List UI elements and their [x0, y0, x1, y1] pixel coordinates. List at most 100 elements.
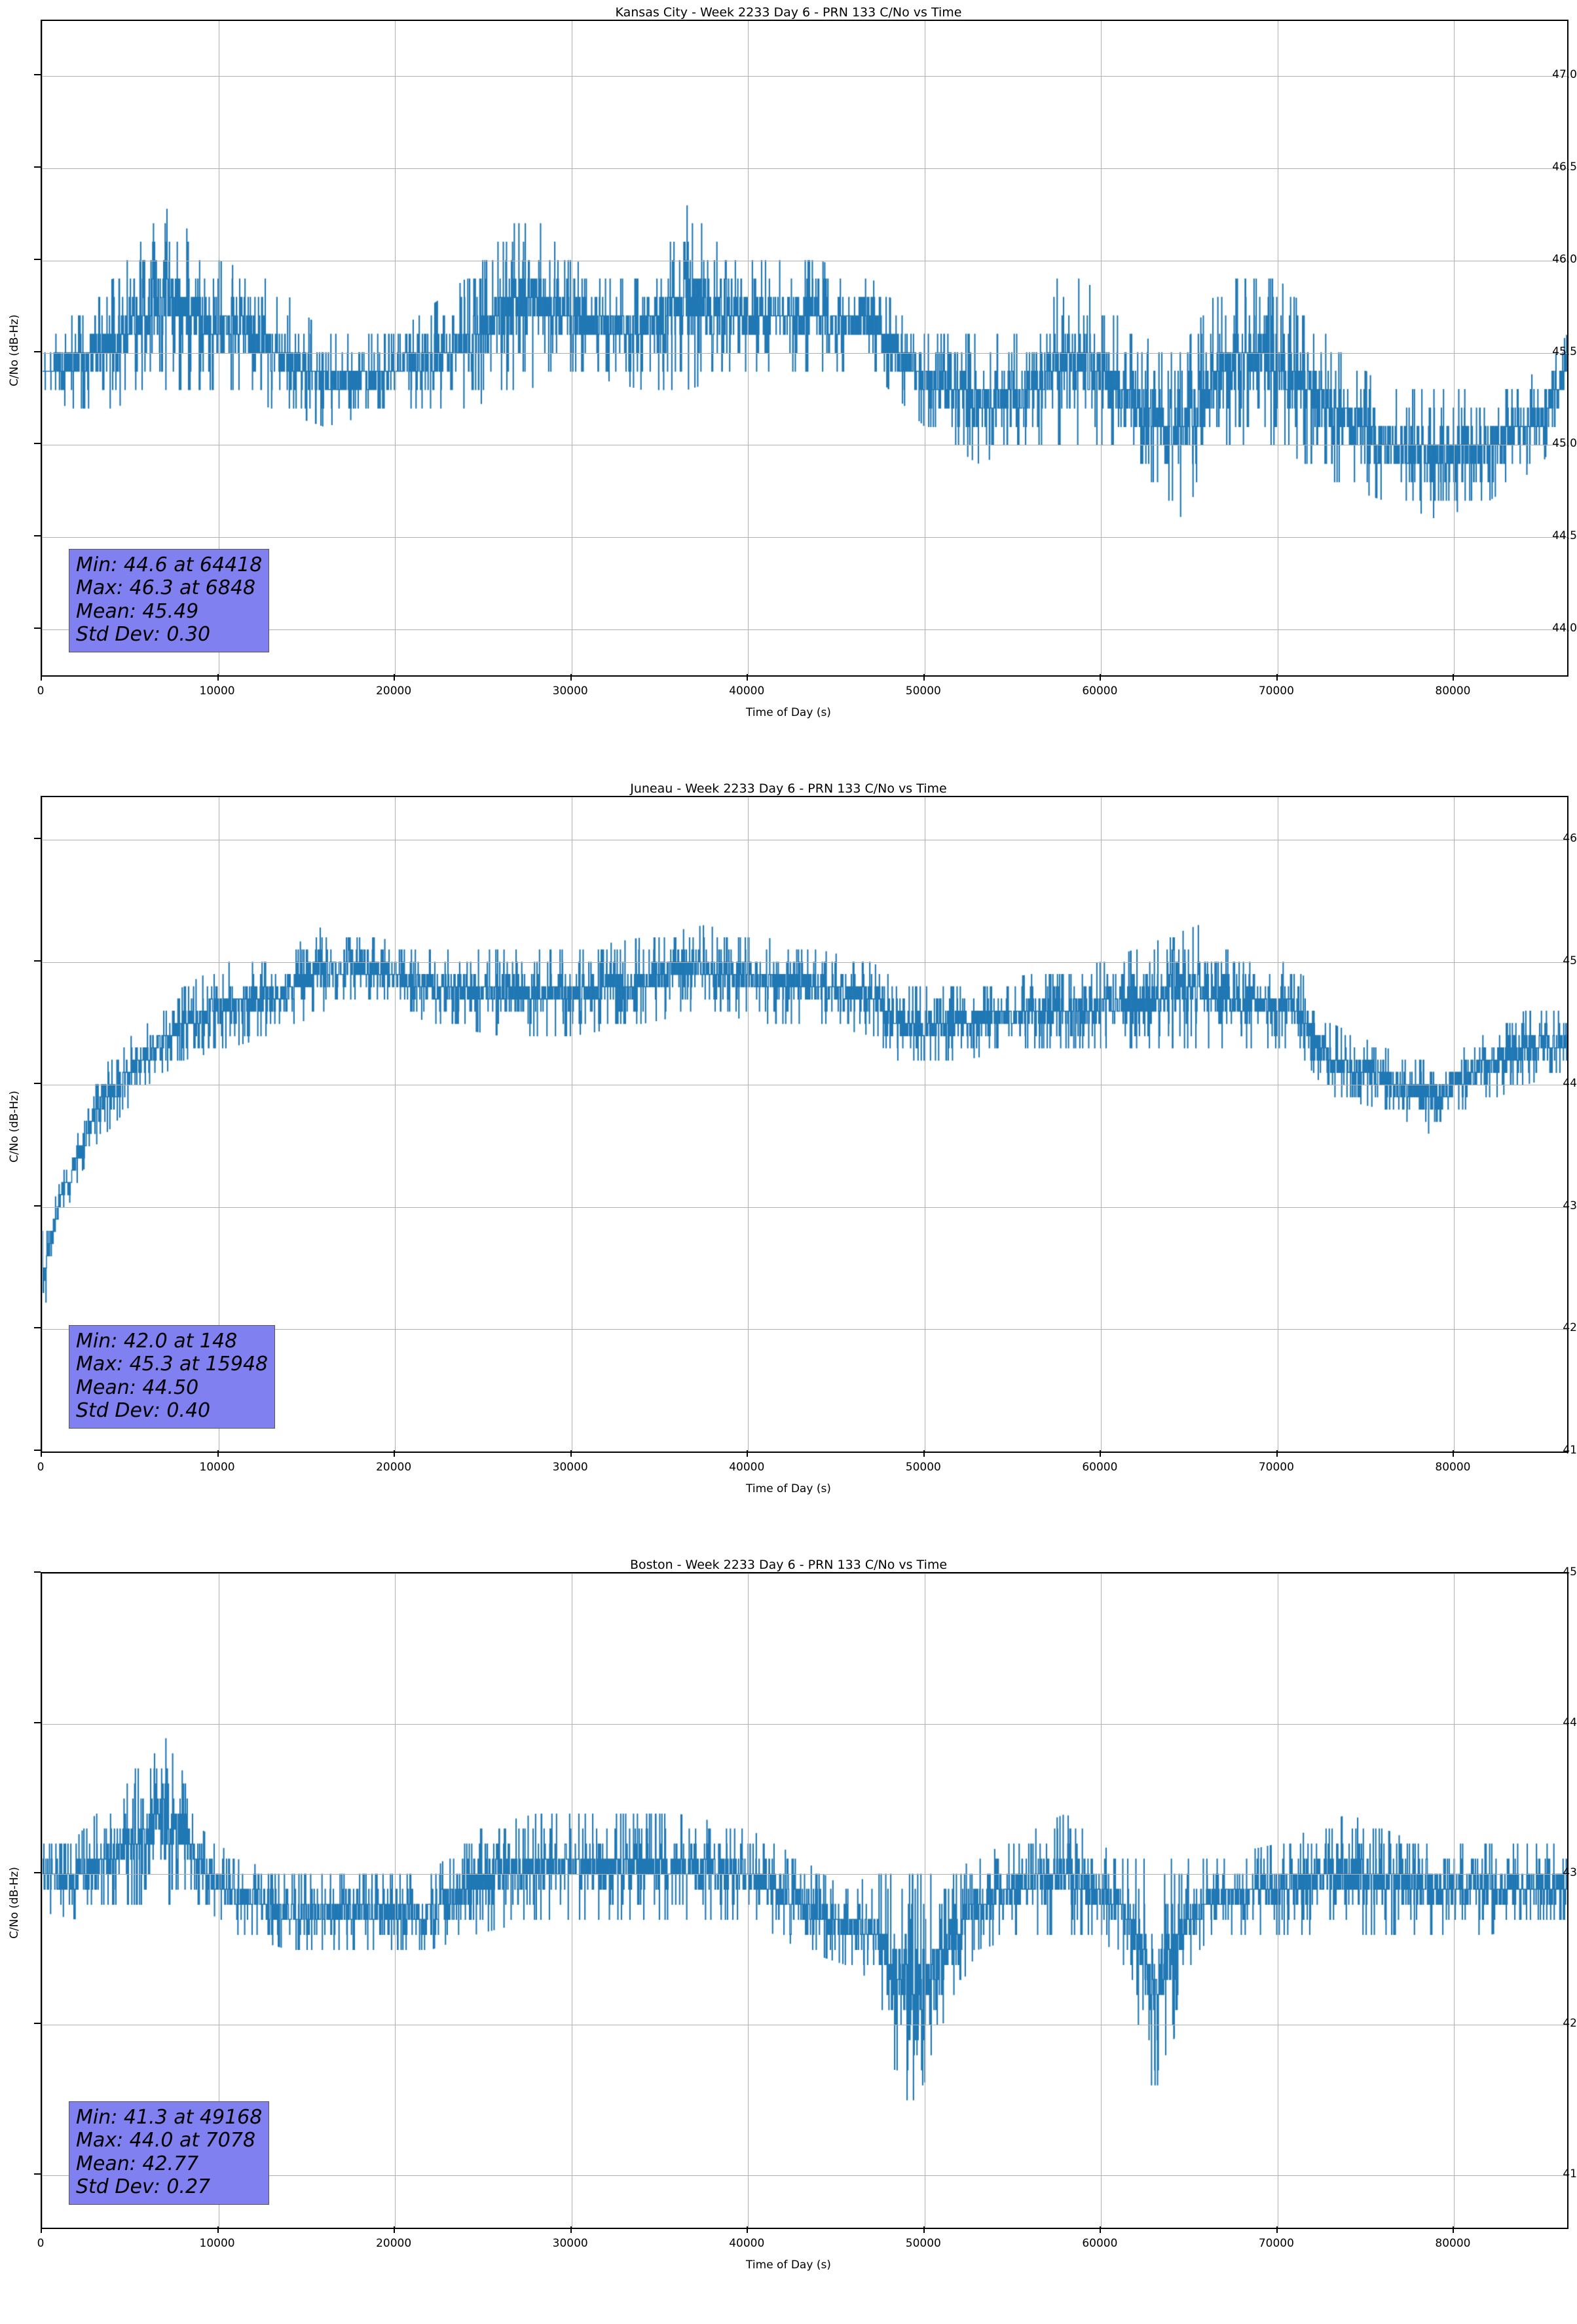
x-axis-label: Time of Day (s)	[746, 706, 831, 719]
x-tick-mark	[747, 2226, 749, 2233]
y-tick-label: 42	[1563, 2016, 1577, 2030]
grid-line-horizontal	[42, 1207, 1567, 1208]
stat-max: Max: 45.3 at 15948	[76, 1353, 269, 1376]
x-tick-label: 80000	[1435, 2237, 1471, 2250]
x-tick-label: 60000	[1082, 2237, 1118, 2250]
grid-line-horizontal	[42, 352, 1567, 354]
y-tick-label: 42	[1563, 1321, 1577, 1335]
x-tick-label: 0	[37, 1461, 45, 1474]
x-tick-mark	[1276, 2226, 1278, 2233]
plot-area	[41, 796, 1568, 1453]
y-axis-label: C/No (dB-Hz)	[8, 314, 21, 386]
y-tick-mark	[34, 166, 41, 168]
y-tick-label: 47.0	[1552, 68, 1577, 82]
grid-line-vertical	[395, 21, 396, 675]
x-tick-mark	[394, 2226, 396, 2233]
y-tick-label: 41	[1563, 2167, 1577, 2181]
chart-panel-boston: Boston - Week 2233 Day 6 - PRN 133 C/No …	[0, 1552, 1577, 2324]
y-tick-label: 41	[1563, 1444, 1577, 1457]
grid-line-vertical	[395, 1573, 396, 2228]
x-tick-label: 10000	[199, 1461, 235, 1474]
chart-panel-kansas-city: Kansas City - Week 2233 Day 6 - PRN 133 …	[0, 0, 1577, 776]
data-trace	[42, 1573, 1567, 2228]
y-tick-label: 44	[1563, 1715, 1577, 1729]
y-tick-mark	[34, 350, 41, 352]
y-tick-mark	[34, 74, 41, 76]
chart-title: Juneau - Week 2233 Day 6 - PRN 133 C/No …	[630, 781, 947, 796]
y-tick-label: 44	[1563, 1076, 1577, 1090]
grid-line-vertical	[42, 1573, 43, 2228]
x-tick-label: 30000	[552, 2237, 588, 2250]
stat-mean: Mean: 45.49	[76, 599, 199, 623]
x-tick-mark	[570, 674, 572, 681]
x-tick-mark	[1100, 674, 1102, 681]
x-tick-mark	[41, 674, 42, 681]
grid-line-horizontal	[42, 76, 1567, 77]
y-tick-mark	[34, 258, 41, 260]
x-tick-label: 10000	[199, 2237, 235, 2250]
x-tick-label: 70000	[1258, 2237, 1294, 2250]
x-tick-label: 50000	[905, 2237, 941, 2250]
y-tick-mark	[34, 1205, 41, 1207]
x-tick-label: 20000	[376, 684, 412, 698]
plot-area	[41, 20, 1568, 677]
y-tick-mark	[34, 2022, 41, 2024]
x-tick-label: 70000	[1258, 1461, 1294, 1474]
grid-line-vertical	[748, 1573, 749, 2228]
y-tick-label: 44.5	[1552, 529, 1577, 542]
y-tick-label: 46.5	[1552, 160, 1577, 174]
x-tick-label: 60000	[1082, 684, 1118, 698]
statistics-box: Min: 44.6 at 64418 Max: 46.3 at 6848 Mea…	[69, 549, 270, 652]
chart-title: Kansas City - Week 2233 Day 6 - PRN 133 …	[615, 5, 962, 20]
x-tick-mark	[41, 2226, 42, 2233]
x-tick-label: 80000	[1435, 684, 1471, 698]
y-axis-label: C/No (dB-Hz)	[8, 1867, 21, 1939]
chart-panel-juneau: Juneau - Week 2233 Day 6 - PRN 133 C/No …	[0, 776, 1577, 1552]
x-tick-mark	[1453, 674, 1455, 681]
x-tick-mark	[1100, 1450, 1102, 1457]
stat-std: Std Dev: 0.30	[76, 623, 211, 647]
x-tick-mark	[1276, 1450, 1278, 1457]
stat-min: Min: 41.3 at 49168	[76, 2106, 263, 2129]
x-tick-mark	[394, 1450, 396, 1457]
y-tick-mark	[34, 1721, 41, 1723]
grid-line-vertical	[1101, 1573, 1102, 2228]
data-trace	[42, 21, 1567, 675]
x-tick-mark	[1453, 2226, 1455, 2233]
y-tick-mark	[34, 534, 41, 536]
stat-mean: Mean: 42.77	[76, 2152, 199, 2175]
x-tick-mark	[923, 2226, 925, 2233]
grid-line-horizontal	[42, 629, 1567, 630]
x-axis-label: Time of Day (s)	[746, 1482, 831, 1495]
x-tick-label: 0	[37, 2237, 45, 2250]
grid-line-horizontal	[42, 1573, 1567, 1574]
data-trace	[42, 797, 1567, 1452]
grid-line-horizontal	[42, 2175, 1567, 2176]
x-tick-mark	[217, 2226, 219, 2233]
x-tick-label: 0	[37, 684, 45, 698]
x-tick-mark	[747, 1450, 749, 1457]
y-tick-mark	[34, 443, 41, 445]
x-tick-label: 40000	[729, 684, 765, 698]
y-tick-mark	[34, 1872, 41, 1874]
plot-area	[41, 1572, 1568, 2229]
x-tick-label: 40000	[729, 1461, 765, 1474]
grid-line-horizontal	[42, 1874, 1567, 1875]
y-tick-label: 45.0	[1552, 437, 1577, 451]
grid-line-vertical	[1101, 21, 1102, 675]
y-tick-label: 43	[1563, 1199, 1577, 1212]
y-tick-mark	[34, 1571, 41, 1573]
y-tick-mark	[34, 627, 41, 629]
grid-line-vertical	[1454, 797, 1455, 1452]
x-tick-mark	[394, 674, 396, 681]
x-tick-mark	[217, 1450, 219, 1457]
x-tick-mark	[747, 674, 749, 681]
grid-line-vertical	[1101, 797, 1102, 1452]
grid-line-horizontal	[42, 536, 1567, 538]
y-tick-label: 45.5	[1552, 345, 1577, 358]
y-tick-mark	[34, 1450, 41, 1451]
x-tick-label: 70000	[1258, 684, 1294, 698]
x-tick-mark	[41, 1450, 42, 1457]
y-tick-mark	[34, 1082, 41, 1084]
